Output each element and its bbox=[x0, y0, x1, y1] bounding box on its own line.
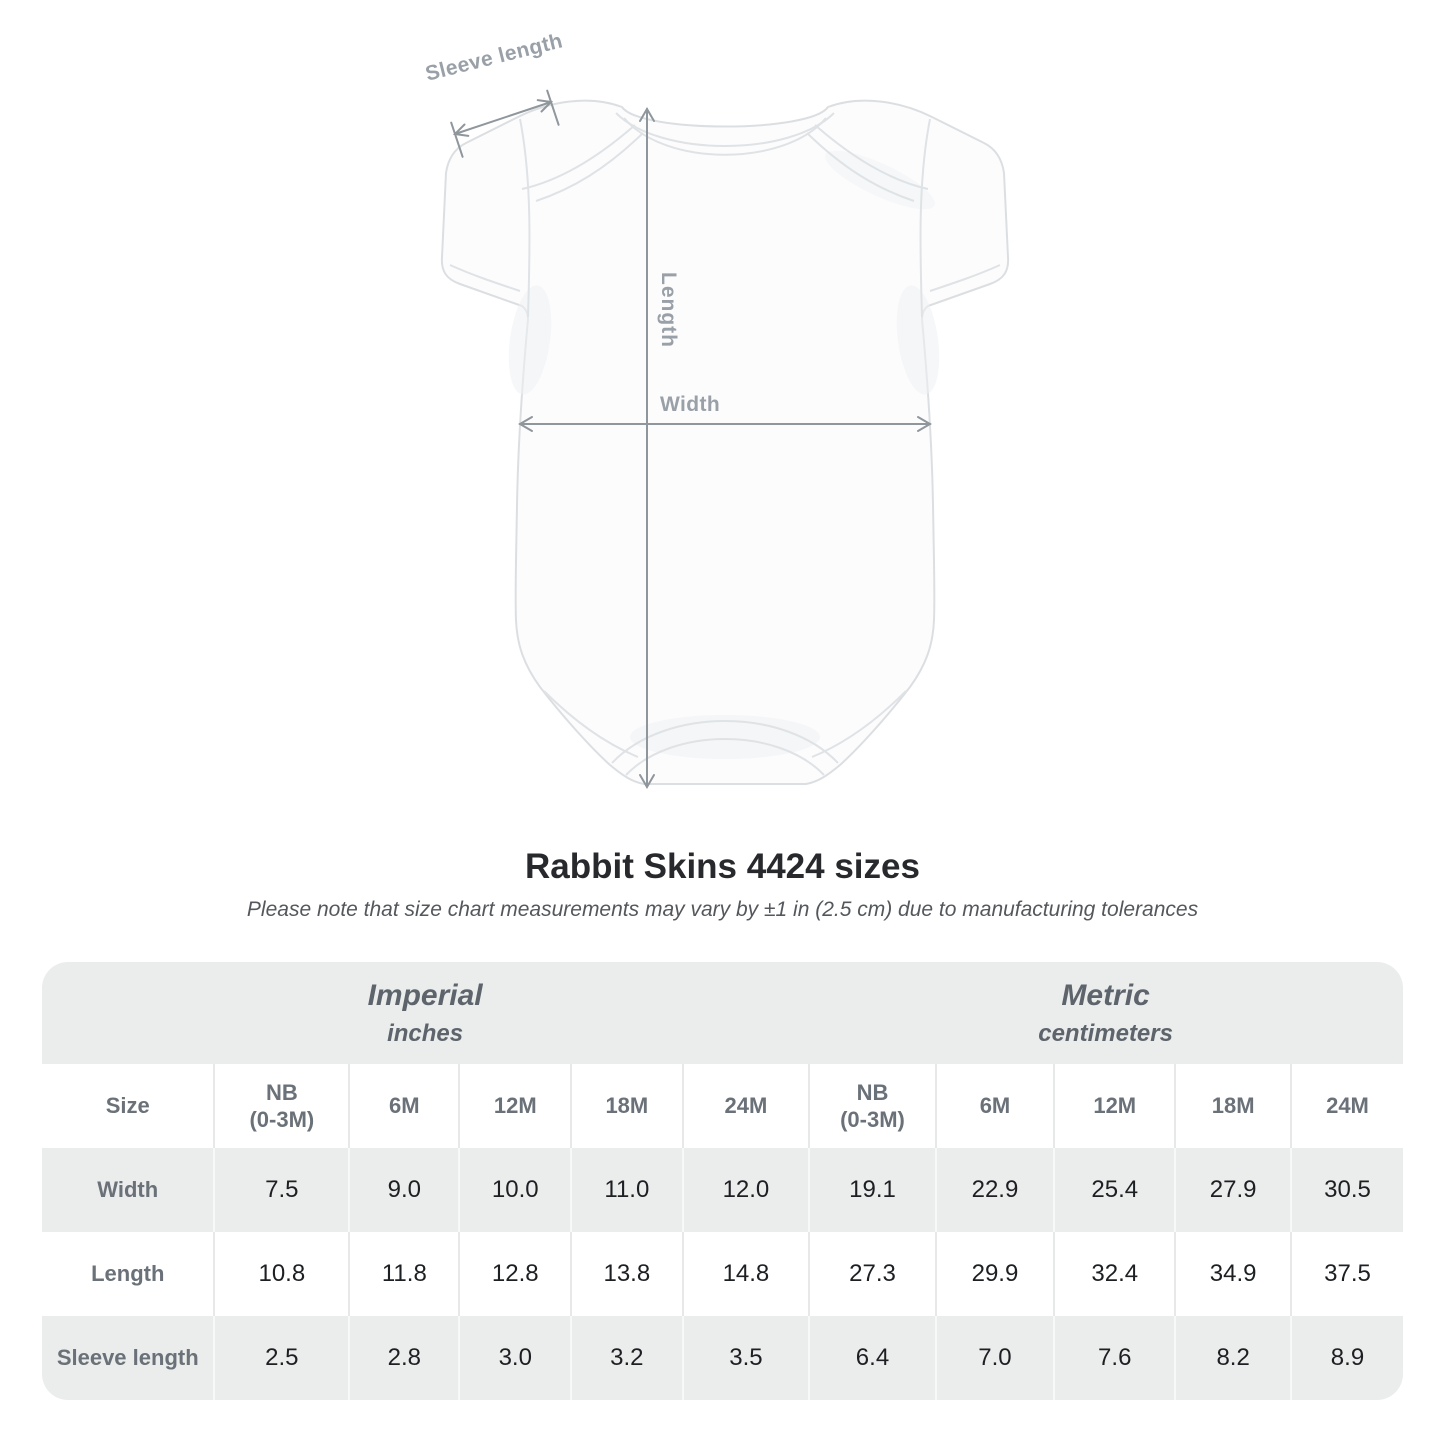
column-header-18m-metric: 18M bbox=[1174, 1064, 1290, 1148]
width-label: Width bbox=[660, 393, 721, 416]
column-header-line1: 12M bbox=[1093, 1093, 1137, 1119]
metric-label: Metric bbox=[1061, 978, 1150, 1012]
length-arrow bbox=[639, 107, 655, 789]
table-row-width: Width 7.5 9.0 10.0 11.0 12.0 19.1 22.9 2… bbox=[42, 1148, 1403, 1232]
metric-group-header: Metric centimeters bbox=[808, 962, 1403, 1064]
column-header-line2: (0-3M) bbox=[249, 1107, 315, 1132]
column-header-line1: 24M bbox=[1326, 1093, 1369, 1119]
value-cell: 27.9 bbox=[1174, 1148, 1290, 1232]
value-cell: 13.8 bbox=[570, 1232, 682, 1316]
column-header-line2: (0-3M) bbox=[840, 1107, 905, 1132]
value-cell: 2.8 bbox=[348, 1316, 459, 1400]
value-cell: 10.0 bbox=[458, 1148, 571, 1232]
column-header-24m-metric: 24M bbox=[1289, 1064, 1403, 1148]
unit-group-row: Imperial inches Metric centimeters bbox=[42, 962, 1403, 1064]
size-table: Imperial inches Metric centimeters Size … bbox=[42, 962, 1403, 1400]
value-cell: 7.5 bbox=[213, 1148, 349, 1232]
value-cell: 3.0 bbox=[458, 1316, 571, 1400]
value-cell: 7.0 bbox=[934, 1316, 1054, 1400]
value-cell: 8.2 bbox=[1174, 1316, 1290, 1400]
imperial-unit: inches bbox=[387, 1019, 464, 1047]
width-arrow bbox=[518, 416, 932, 432]
column-header-12m-metric: 12M bbox=[1053, 1064, 1175, 1148]
column-header-nb-imperial: NB (0-3M) bbox=[213, 1064, 349, 1148]
column-header-line1: 24M bbox=[724, 1093, 768, 1119]
column-header-6m-metric: 6M bbox=[934, 1064, 1054, 1148]
value-cell: 6.4 bbox=[808, 1316, 935, 1400]
table-row-length: Length 10.8 11.8 12.8 13.8 14.8 27.3 29.… bbox=[42, 1232, 1403, 1316]
value-cell: 2.5 bbox=[213, 1316, 349, 1400]
tolerance-note: Please note that size chart measurements… bbox=[246, 898, 1199, 921]
sleeve-length-arrow bbox=[450, 89, 560, 158]
column-header-line1: 6M bbox=[389, 1093, 420, 1119]
value-cell: 19.1 bbox=[808, 1148, 935, 1232]
measurement-arrows bbox=[450, 89, 932, 789]
column-header-line1: NB bbox=[265, 1079, 298, 1105]
column-header-line1: 6M bbox=[979, 1093, 1011, 1119]
metric-unit: centimeters bbox=[1038, 1019, 1173, 1047]
value-cell: 29.9 bbox=[934, 1232, 1054, 1316]
column-header-6m-imperial: 6M bbox=[348, 1064, 459, 1148]
value-cell: 14.8 bbox=[681, 1232, 809, 1316]
size-header-row: Size NB (0-3M) 6M 12M 18M bbox=[42, 1064, 1403, 1148]
value-cell: 22.9 bbox=[934, 1148, 1054, 1232]
value-cell: 11.0 bbox=[570, 1148, 682, 1232]
value-cell: 8.9 bbox=[1289, 1316, 1403, 1400]
table-row-sleeve-length: Sleeve length 2.5 2.8 3.0 3.2 3.5 6.4 7.… bbox=[42, 1316, 1403, 1400]
length-label: Length bbox=[657, 272, 680, 348]
size-table-container: Imperial inches Metric centimeters Size … bbox=[42, 962, 1403, 1400]
value-cell: 3.5 bbox=[681, 1316, 809, 1400]
column-header-12m-imperial: 12M bbox=[458, 1064, 571, 1148]
imperial-group-header: Imperial inches bbox=[42, 962, 809, 1064]
value-cell: 12.0 bbox=[681, 1148, 809, 1232]
heading-block: Rabbit Skins 4424 sizes Please note that… bbox=[0, 846, 1445, 922]
row-label: Sleeve length bbox=[42, 1316, 214, 1400]
row-label: Width bbox=[42, 1148, 214, 1232]
page-title: Rabbit Skins 4424 sizes bbox=[525, 847, 920, 886]
value-cell: 25.4 bbox=[1053, 1148, 1175, 1232]
garment-diagram bbox=[410, 85, 1010, 800]
sleeve-length-label: Sleeve length bbox=[423, 29, 566, 86]
column-header-24m-imperial: 24M bbox=[681, 1064, 809, 1148]
column-header-nb-metric: NB (0-3M) bbox=[808, 1064, 935, 1148]
onesie-illustration bbox=[440, 89, 1010, 789]
value-cell: 32.4 bbox=[1053, 1232, 1175, 1316]
row-label: Length bbox=[42, 1232, 214, 1316]
value-cell: 27.3 bbox=[808, 1232, 935, 1316]
column-header-line1: 18M bbox=[605, 1093, 649, 1119]
column-header-line1: 12M bbox=[493, 1093, 537, 1119]
value-cell: 10.8 bbox=[213, 1232, 349, 1316]
value-cell: 37.5 bbox=[1289, 1232, 1403, 1316]
garment-seams bbox=[449, 112, 1001, 776]
value-cell: 11.8 bbox=[348, 1232, 459, 1316]
column-header-line1: 18M bbox=[1211, 1093, 1255, 1119]
value-cell: 3.2 bbox=[570, 1316, 682, 1400]
value-cell: 12.8 bbox=[458, 1232, 571, 1316]
column-header-line1: NB bbox=[856, 1079, 889, 1105]
size-column-header: Size bbox=[42, 1064, 214, 1148]
value-cell: 9.0 bbox=[348, 1148, 459, 1232]
imperial-label: Imperial bbox=[367, 978, 483, 1012]
value-cell: 7.6 bbox=[1053, 1316, 1175, 1400]
column-header-18m-imperial: 18M bbox=[570, 1064, 682, 1148]
value-cell: 34.9 bbox=[1174, 1232, 1290, 1316]
value-cell: 30.5 bbox=[1289, 1148, 1403, 1232]
